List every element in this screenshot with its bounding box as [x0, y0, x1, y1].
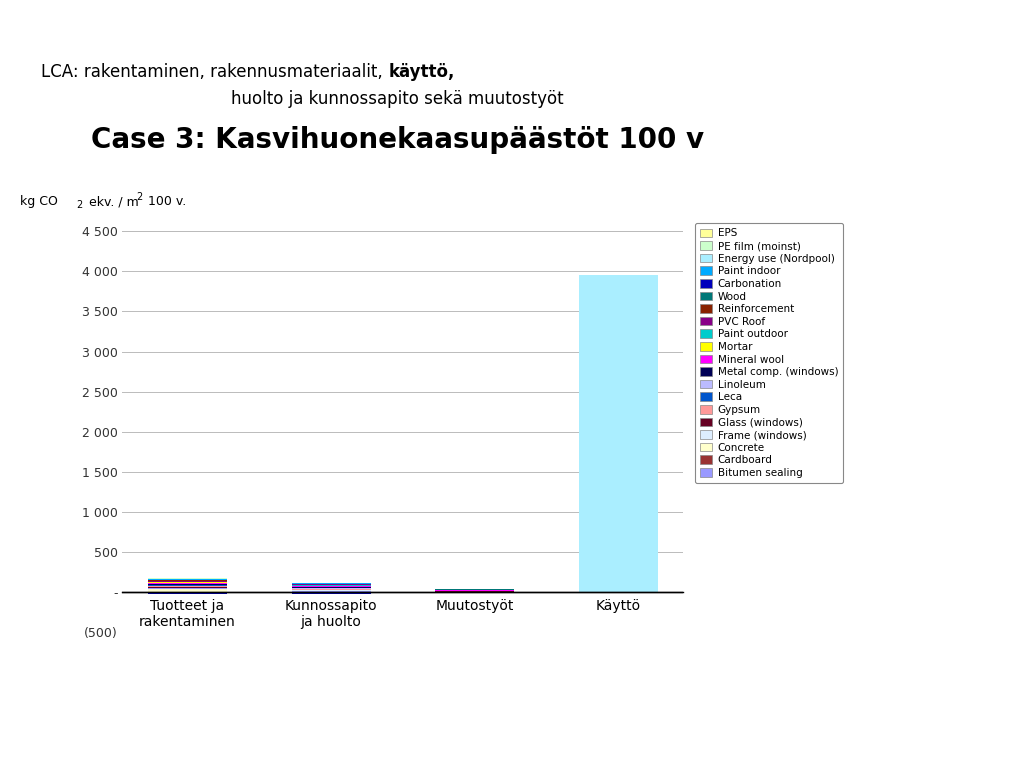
Bar [148, 589, 226, 592]
Bar [291, 588, 370, 589]
Bar [148, 592, 226, 594]
Bar [148, 584, 226, 585]
Bar [148, 586, 226, 587]
Text: ekv. / m: ekv. / m [85, 195, 139, 208]
Bar [291, 585, 370, 586]
Bar [148, 583, 226, 584]
Legend: EPS, PE film (moinst), Energy use (Nordpool), Paint indoor, Carbonation, Wood, R: EPS, PE film (moinst), Energy use (Nordp… [694, 224, 843, 483]
Text: LCA: rakentaminen, rakennusmateriaalit,: LCA: rakentaminen, rakennusmateriaalit, [41, 63, 387, 81]
Bar [291, 587, 370, 588]
Text: kg CO: kg CO [20, 195, 58, 208]
Bar [148, 588, 226, 589]
Text: 2: 2 [137, 192, 143, 202]
Text: 100 v.: 100 v. [144, 195, 185, 208]
Text: Case 3: Kasvihuonekaasupäästöt 100 v: Case 3: Kasvihuonekaasupäästöt 100 v [91, 126, 704, 154]
Text: 2: 2 [76, 200, 83, 210]
Bar [579, 275, 657, 592]
Text: huolto ja kunnossapito sekä muutostyöt: huolto ja kunnossapito sekä muutostyöt [231, 90, 564, 108]
Text: käyttö,: käyttö, [388, 63, 454, 81]
Bar [291, 584, 370, 585]
Bar [291, 592, 370, 594]
